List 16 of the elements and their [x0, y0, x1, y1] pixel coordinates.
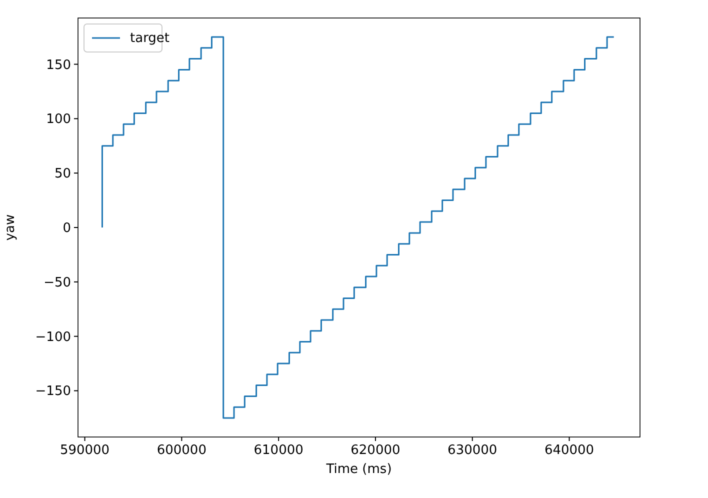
x-tick-label: 640000	[544, 443, 594, 458]
legend-label: target	[130, 31, 170, 46]
y-tick-label: −150	[35, 384, 71, 400]
y-tick-label: 100	[46, 112, 71, 128]
y-tick-label: −100	[35, 330, 71, 345]
y-tick-label: −50	[44, 275, 71, 290]
x-tick-label: 590000	[60, 443, 110, 458]
y-tick-label: 0	[62, 221, 71, 236]
x-tick-label: 620000	[350, 443, 400, 458]
y-tick-label: 50	[54, 166, 71, 182]
y-axis-title: yaw	[3, 214, 18, 241]
y-tick-label: 150	[46, 58, 71, 73]
x-axis-title: Time (ms)	[325, 462, 392, 477]
x-tick-label: 630000	[448, 443, 498, 458]
x-tick-label: 600000	[156, 443, 206, 458]
x-tick-label: 610000	[254, 443, 304, 458]
